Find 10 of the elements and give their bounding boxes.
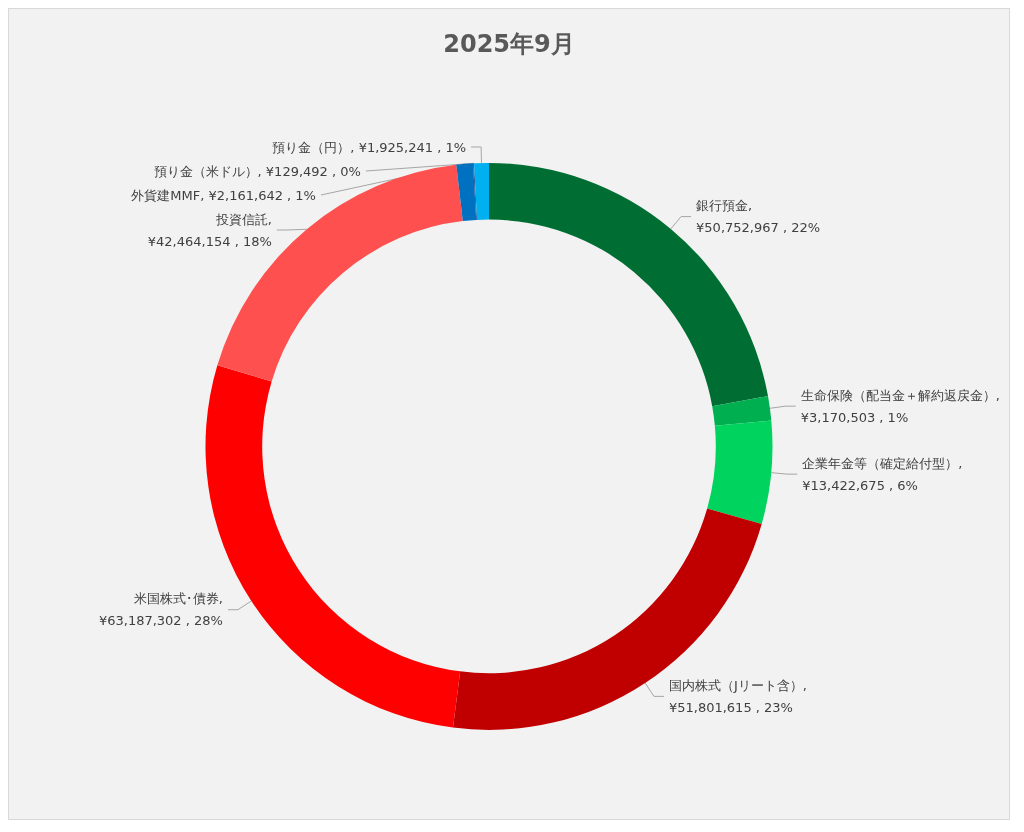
chart-title: 2025年9月 [443, 30, 575, 58]
slice-label: 銀行預金, ¥50,752,967 , 22% [696, 198, 821, 236]
slice-label: 外貨建MMF, ¥2,161,642 , 1% [131, 187, 316, 203]
slice-label: 預り金（円）, ¥1,925,241 , 1% [272, 139, 467, 155]
slice-label: 企業年金等（確定給付型）, ¥13,422,675 , 6% [802, 455, 963, 493]
slice-label: 国内株式（Jリート含）, ¥51,801,615 , 23% [668, 677, 807, 715]
slice-label: 米国株式･債券, ¥63,187,302 , 28% [98, 591, 223, 629]
slice-label: 生命保険（配当金＋解約返戻金）, ¥3,170,503 , 1% [800, 387, 1000, 425]
slice-label: 預り金（米ドル）, ¥129,492 , 0% [153, 163, 361, 179]
slice-label: 投資信託, ¥42,464,154 , 18% [147, 211, 272, 249]
